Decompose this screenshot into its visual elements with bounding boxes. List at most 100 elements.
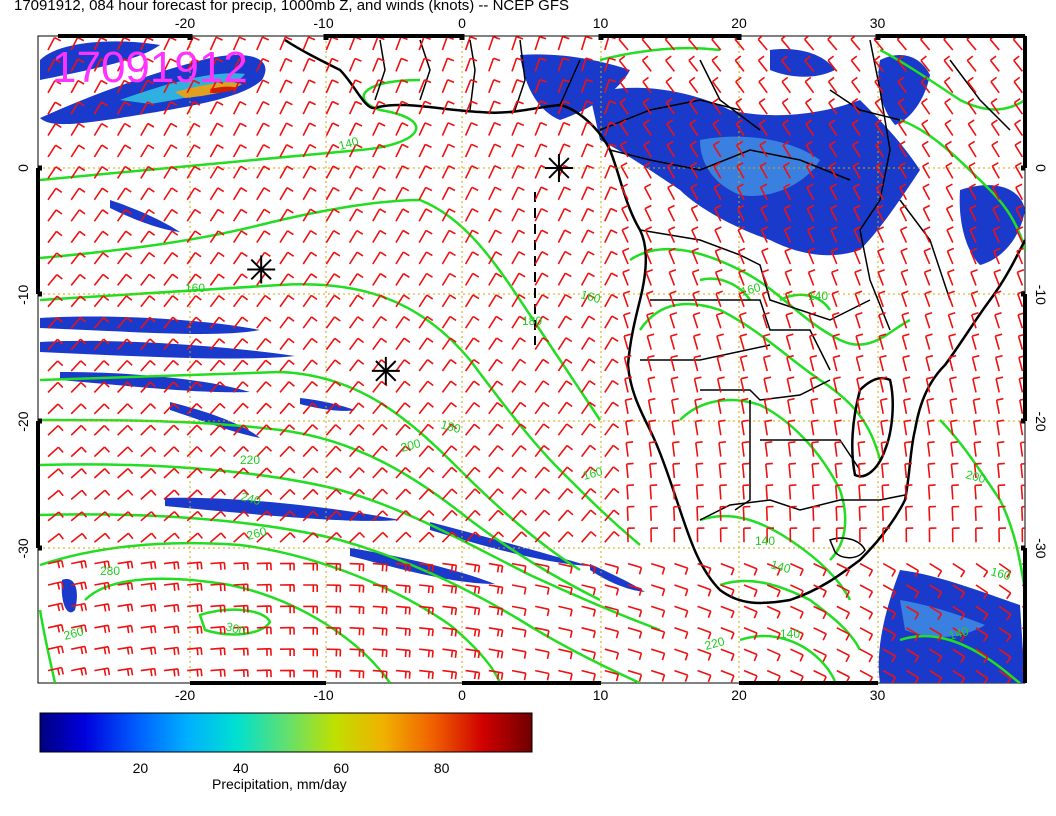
wind-barb (464, 143, 479, 158)
wind-barb (856, 376, 864, 393)
wind-barb (760, 204, 768, 222)
wind-barb (641, 55, 652, 72)
wind-barb (418, 251, 433, 265)
wind-barb (116, 230, 132, 244)
wind-barb (93, 230, 109, 244)
wind-barb (348, 229, 364, 244)
wind-barb (116, 58, 131, 72)
wind-barb (903, 441, 912, 457)
wind-barb (70, 122, 85, 137)
wind-barb (789, 527, 798, 543)
wind-barb (904, 484, 913, 500)
wind-barb (70, 468, 87, 479)
wind-barb (140, 360, 156, 372)
wind-barb (186, 381, 203, 393)
wind-barb (488, 401, 504, 415)
wind-barb (395, 605, 411, 615)
wind-barb (117, 646, 134, 655)
wind-barb (488, 208, 502, 222)
wind-barb (650, 648, 666, 661)
wind-barb (557, 401, 573, 415)
wind-barb (233, 532, 250, 543)
wind-barb (279, 445, 296, 458)
wind-barb (232, 144, 247, 158)
wind-barb (717, 419, 726, 436)
wind-barb (787, 441, 796, 457)
lat-tick-label-right: -30 (1033, 538, 1049, 558)
wind-barb (743, 605, 758, 619)
wind-barb (349, 467, 365, 479)
wind-barb (829, 162, 838, 179)
wind-barb (604, 648, 620, 660)
wind-barb (697, 627, 712, 640)
wind-barb (836, 605, 851, 620)
wind-barb (623, 354, 632, 372)
wind-barb (117, 532, 134, 543)
wind-barb (140, 489, 157, 500)
wind-barb (534, 143, 548, 158)
wind-barb (70, 144, 86, 158)
lon-tick-label-bottom: 0 (458, 687, 466, 703)
wind-barb (511, 272, 526, 286)
wind-barb (534, 337, 550, 351)
wind-barb (766, 584, 781, 598)
wind-barb (766, 527, 775, 543)
wind-barb (720, 648, 735, 662)
wind-barb (714, 247, 723, 265)
wind-barb (998, 627, 1012, 643)
wind-barb (418, 57, 432, 72)
wind-barb (790, 562, 804, 577)
wind-barb (673, 505, 681, 521)
lon-tick-label-top: 0 (458, 15, 466, 31)
wind-barb (117, 624, 134, 634)
wind-barb (644, 226, 653, 243)
wind-barb (395, 488, 412, 500)
wind-barb (70, 252, 86, 265)
wind-barb (882, 527, 891, 543)
wind-barb (557, 444, 573, 458)
wind-barb (47, 187, 63, 201)
wind-barb (117, 582, 134, 591)
wind-barb (464, 466, 481, 479)
contour-label: 140 (769, 557, 792, 576)
wind-barb (511, 401, 527, 415)
wind-barb (807, 247, 815, 265)
wind-barb (372, 316, 388, 329)
wind-barb (325, 424, 342, 436)
wind-barb (693, 376, 702, 393)
wind-barb (859, 562, 874, 577)
wind-barb (580, 293, 595, 308)
wind-barb (348, 186, 363, 201)
wind-barb (93, 446, 110, 458)
wind-barb (647, 376, 656, 393)
wind-barb (232, 36, 247, 51)
wind-barb (256, 626, 272, 635)
wind-barb (758, 98, 768, 115)
wind-barb (233, 402, 249, 415)
wind-barb (859, 605, 874, 620)
wind-barb (604, 669, 620, 682)
wind-barb (604, 444, 620, 458)
wind-barb (604, 509, 620, 522)
wind-barb (580, 337, 596, 351)
wind-barb (534, 294, 549, 308)
wind-barb (325, 208, 340, 222)
precipitation-layer (40, 41, 1025, 683)
wind-barb (163, 316, 179, 329)
wind-barb (116, 144, 132, 158)
wind-barb (736, 183, 745, 201)
wind-barb (70, 187, 86, 201)
lon-tick-label-top: 10 (593, 15, 609, 31)
wind-barb (646, 354, 655, 372)
wind-barb (140, 101, 155, 115)
wind-barb (811, 462, 820, 479)
wind-barb (737, 226, 745, 243)
wind-barb (650, 584, 666, 597)
wind-barb (70, 316, 87, 329)
colorbar-tick-label: 60 (333, 760, 349, 776)
wind-barb (488, 272, 503, 286)
wind-barb (372, 208, 387, 222)
wind-barb (604, 627, 620, 639)
wind-barb (881, 505, 890, 521)
wind-barb (372, 143, 386, 158)
